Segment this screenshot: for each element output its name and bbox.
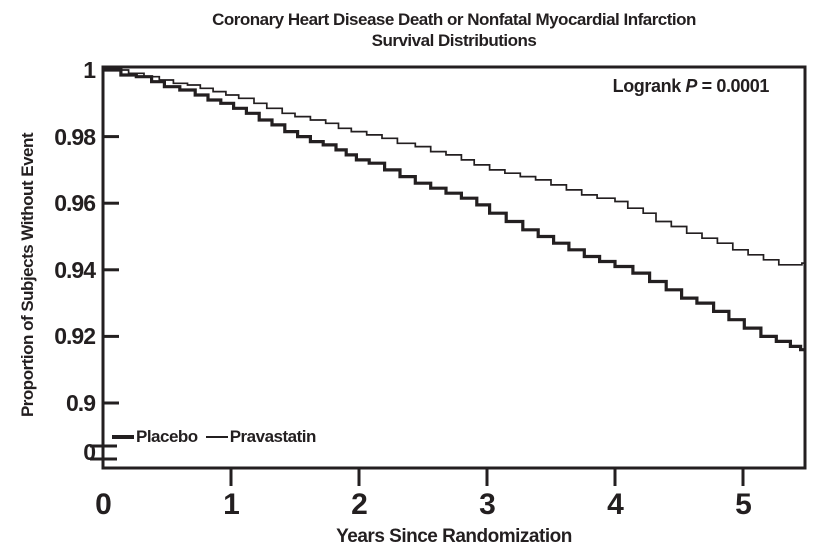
logrank-value: = 0.0001 bbox=[697, 76, 770, 96]
legend-label-placebo: Placebo bbox=[136, 427, 198, 446]
chart-title-line1: Coronary Heart Disease Death or Nonfatal… bbox=[212, 10, 696, 29]
pravastatin-curve bbox=[103, 69, 805, 266]
placebo-line-swatch-icon bbox=[112, 435, 134, 439]
legend-item-placebo: Placebo bbox=[112, 427, 198, 447]
y-zero-label: 0 bbox=[83, 439, 96, 465]
x-tick-label: 2 bbox=[351, 488, 368, 521]
y-tick-label: 0.9 bbox=[66, 390, 96, 416]
chart-title-line2: Survival Distributions bbox=[371, 31, 537, 50]
x-tick-label: 4 bbox=[607, 488, 624, 521]
x-tick-label: 3 bbox=[479, 488, 496, 521]
y-tick-label: 1 bbox=[83, 57, 96, 83]
legend-item-pravastatin: Pravastatin bbox=[205, 427, 317, 447]
x-tick-label: 5 bbox=[735, 488, 752, 521]
chart-title: Coronary Heart Disease Death or Nonfatal… bbox=[78, 9, 830, 51]
legend: Placebo Pravastatin bbox=[112, 427, 316, 447]
y-tick-label: 0.96 bbox=[54, 190, 96, 217]
logrank-annotation: Logrank P = 0.0001 bbox=[612, 76, 770, 97]
x-axis-title: Years Since Randomization bbox=[336, 526, 572, 547]
y-tick-label: 0.94 bbox=[54, 256, 96, 283]
y-tick-label: 0.98 bbox=[54, 123, 96, 150]
x-tick-label: 0 bbox=[95, 488, 112, 521]
y-tick-label: 0.92 bbox=[54, 323, 96, 350]
legend-label-pravastatin: Pravastatin bbox=[229, 427, 317, 446]
plot-frame bbox=[101, 65, 807, 470]
logrank-prefix: Logrank bbox=[612, 76, 686, 96]
logrank-p-symbol: P bbox=[685, 76, 698, 96]
x-tick-label: 1 bbox=[223, 488, 240, 521]
placebo-curve bbox=[103, 68, 805, 352]
pravastatin-line-swatch-icon bbox=[205, 435, 228, 439]
